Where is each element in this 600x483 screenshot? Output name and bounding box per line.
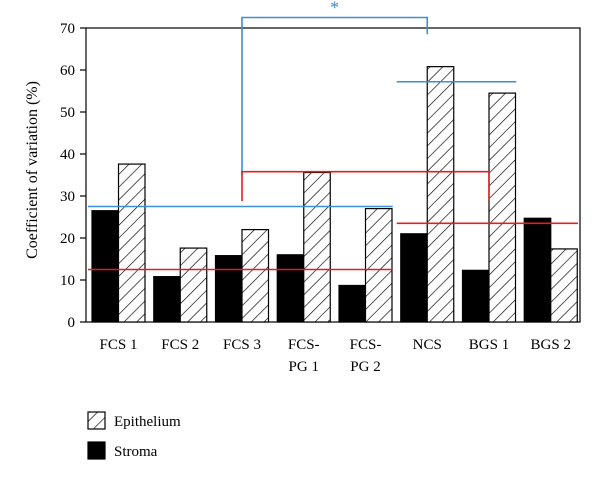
x-tick-label: FCS 3 [223, 337, 261, 353]
y-tick-label: 10 [60, 273, 75, 289]
labels: FCS 1 FCS 2 FCS 3 FCS- PG 1 FCS- PG 2 NCS BGS 1 B… [100, 337, 571, 375]
bar-epithelium-5 [426, 66, 455, 323]
y-tick-label: 60 [60, 63, 75, 79]
x-tick-label: PG 2 [350, 359, 380, 375]
significance-bracket [241, 16, 429, 175]
bar-stroma-4 [338, 284, 367, 323]
legend-swatch-epithelium [87, 411, 106, 430]
x-tick-label: BGS 2 [531, 337, 571, 353]
legend-label-epithelium: Epithelium [114, 414, 181, 430]
bar-epithelium-6 [488, 92, 517, 323]
x-tick-label: FCS- [350, 337, 382, 353]
bar-epithelium-3 [303, 171, 331, 323]
legend-swatch-stroma [87, 441, 106, 460]
bar-epithelium-2 [241, 229, 270, 323]
y-axis-label: Coefficient of variation (%) [24, 81, 41, 259]
plot-frame [85, 27, 581, 323]
y-tick-label: 30 [60, 189, 75, 205]
legend-label-stroma: Stroma [114, 444, 158, 460]
bar-stroma-0 [91, 210, 120, 323]
bar-epithelium-4 [364, 208, 393, 323]
bar-stroma-5 [400, 233, 428, 323]
bar-stroma-7 [523, 217, 552, 323]
significance-bracket [241, 170, 490, 202]
bars [91, 66, 578, 323]
y-tick-label: 50 [60, 105, 75, 121]
significance-marker: * [330, 0, 339, 18]
annotations: * [88, 0, 578, 271]
x-tick-label: FCS- [288, 337, 320, 353]
x-tick-label: FCS 2 [161, 337, 199, 353]
x-tick-label: NCS [413, 337, 442, 353]
y-tick-label: 40 [60, 147, 75, 163]
bar-stroma-2 [214, 255, 243, 323]
x-tick-label: BGS 1 [469, 337, 509, 353]
y-tick-label: 0 [68, 315, 76, 331]
legend: Epithelium Stroma [87, 411, 181, 460]
bar-epithelium-7 [550, 248, 578, 323]
bar-epithelium-1 [179, 247, 208, 323]
bar-stroma-1 [153, 276, 181, 323]
x-tick-label: PG 1 [289, 359, 319, 375]
axes: 0 10 20 30 40 50 60 70 [60, 21, 581, 331]
y-tick-label: 70 [60, 21, 75, 37]
x-tick-label: FCS 1 [100, 337, 138, 353]
bar-epithelium-0 [117, 163, 146, 323]
y-tick-label: 20 [60, 231, 75, 247]
bar-stroma-3 [276, 254, 305, 323]
bar-stroma-6 [461, 269, 490, 323]
